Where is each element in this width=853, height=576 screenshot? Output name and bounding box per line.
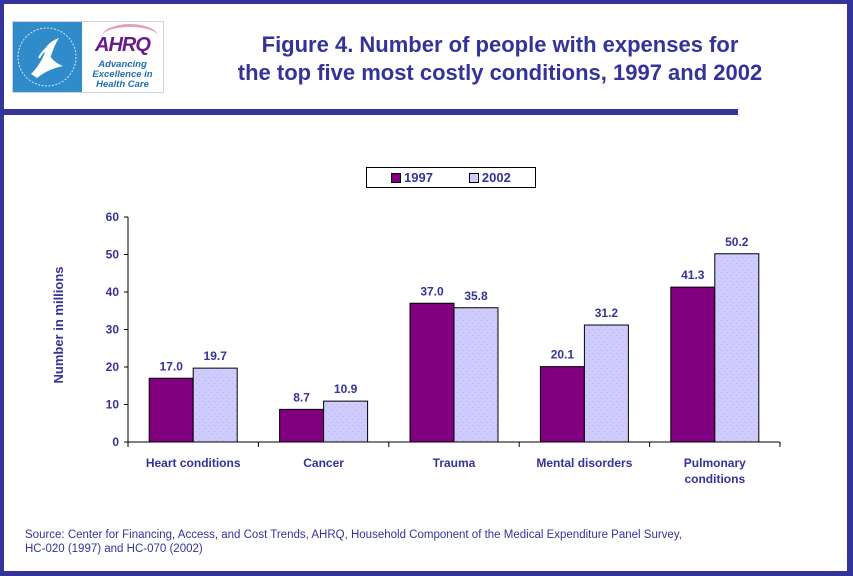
tagline-line-2: Excellence in: [92, 69, 153, 80]
header-divider: [4, 109, 738, 115]
y-tick-label: 0: [112, 435, 119, 449]
tagline-line-1: Advancing: [98, 59, 147, 70]
data-label-1997: 8.7: [293, 390, 310, 404]
data-label-1997: 20.1: [551, 348, 575, 362]
legend-label-2002: 2002: [481, 170, 511, 185]
title-line-1: Figure 4. Number of people with expenses…: [261, 32, 739, 57]
x-tick-label: Cancer: [303, 456, 344, 470]
data-label-1997: 17.0: [160, 359, 184, 373]
bar-2002: [192, 367, 238, 443]
bar-1997: [279, 408, 325, 443]
ahrq-name: AHRQ: [95, 34, 151, 56]
bar-1997: [539, 366, 585, 443]
data-label-1997: 37.0: [420, 284, 444, 298]
y-axis-label: Number in millions: [51, 266, 66, 383]
bar-2002: [714, 253, 760, 443]
data-label-2002: 50.2: [725, 235, 749, 249]
x-tick-label: Trauma: [433, 456, 476, 470]
data-label-2002: 10.9: [334, 382, 358, 396]
legend-label-1997: 1997: [404, 170, 433, 185]
ahrq-logo: AHRQ Advancing Excellence in Health Care: [12, 21, 164, 93]
x-tick-label: Pulmonary: [684, 456, 746, 470]
bar-2002: [453, 307, 499, 443]
x-tick-label: Heart conditions: [146, 456, 241, 470]
ahrq-tagline: Advancing Excellence in Health Care: [82, 60, 163, 90]
data-label-1997: 41.3: [681, 268, 705, 282]
legend-item-2002: 2002: [468, 170, 511, 185]
bar-1997: [670, 286, 716, 443]
legend-swatch-2002: [468, 172, 479, 183]
bar-1997: [409, 302, 455, 443]
bar-2002: [583, 324, 629, 443]
y-tick-label: 40: [106, 285, 120, 299]
x-tick-label: Mental disorders: [536, 456, 632, 470]
y-tick-label: 10: [106, 398, 120, 412]
source-line-1: Source: Center for Financing, Access, an…: [25, 529, 682, 541]
data-label-2002: 19.7: [204, 349, 228, 363]
hhs-eagle-seal-icon: [13, 22, 82, 92]
title-line-2: the top five most costly conditions, 199…: [237, 60, 763, 85]
legend-item-1997: 1997: [391, 170, 433, 185]
tagline-line-3: Health Care: [96, 79, 149, 90]
source-line-2: HC-020 (1997) and HC-070 (2002): [25, 543, 203, 555]
data-label-2002: 31.2: [595, 306, 619, 320]
figure-title: Figure 4. Number of people with expenses…: [200, 31, 800, 87]
bar-2002: [323, 400, 369, 443]
chart-legend: 1997 2002: [366, 167, 536, 188]
bar-1997: [148, 377, 194, 443]
y-tick-label: 20: [106, 360, 120, 374]
ahrq-wordmark: AHRQ Advancing Excellence in Health Care: [82, 22, 163, 92]
y-tick-label: 30: [106, 323, 120, 337]
data-label-2002: 35.8: [464, 289, 488, 303]
source-note: Source: Center for Financing, Access, an…: [25, 528, 825, 556]
ahrq-arc-icon: [102, 24, 158, 49]
y-tick-label: 60: [106, 210, 120, 224]
legend-swatch-1997: [391, 172, 401, 183]
x-tick-label: conditions: [684, 472, 745, 486]
y-tick-label: 50: [106, 248, 120, 262]
